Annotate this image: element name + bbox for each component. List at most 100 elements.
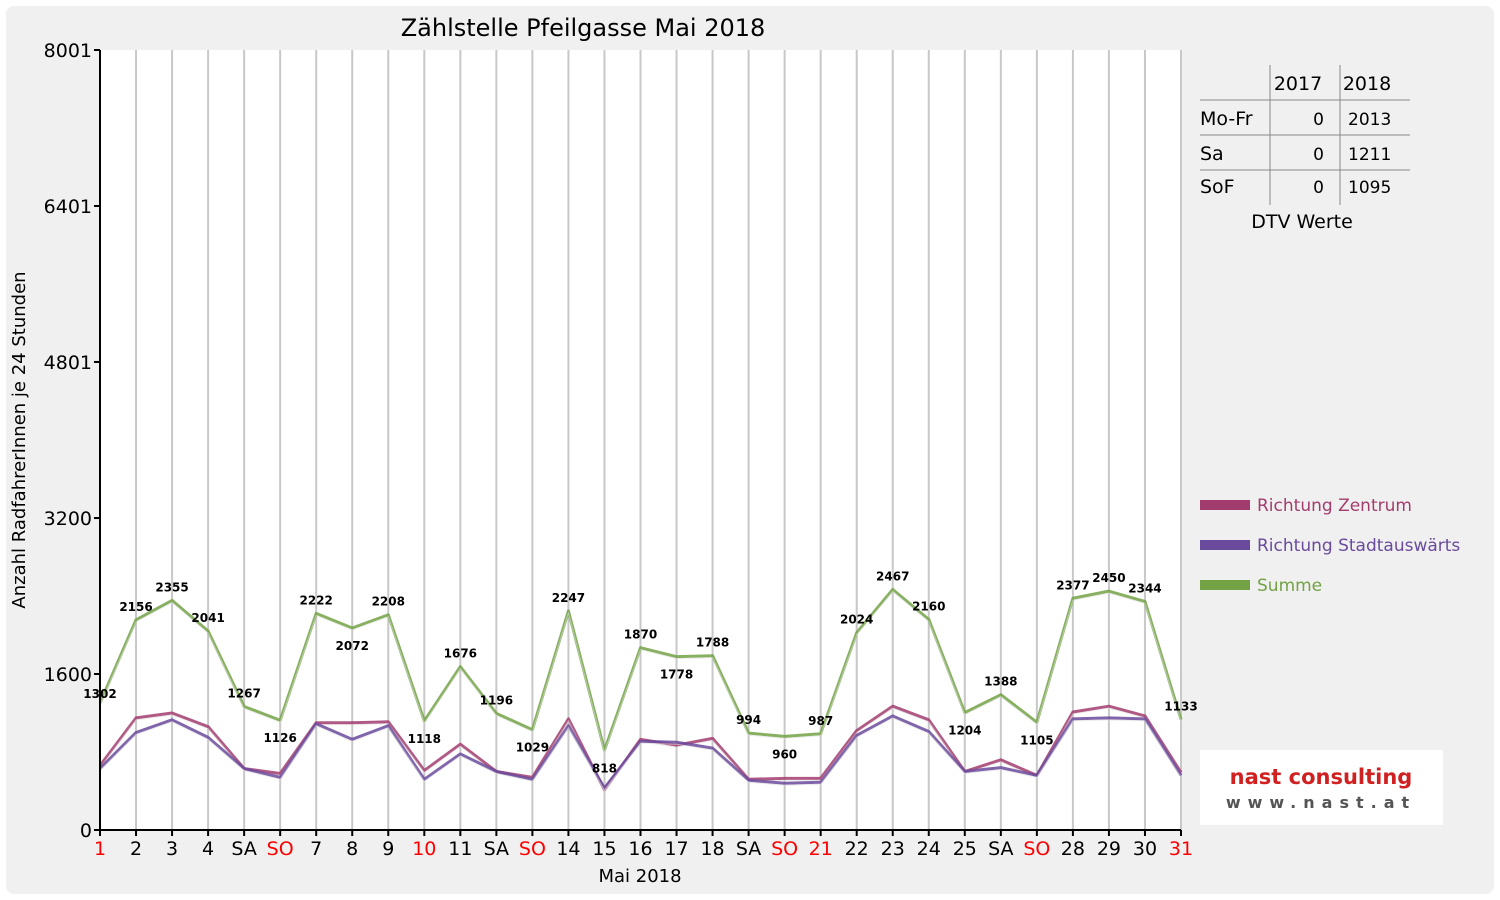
- data-label-summe: 1788: [696, 636, 729, 650]
- x-tick-label: 8: [346, 838, 358, 860]
- table-header-2018: 2018: [1343, 73, 1391, 95]
- legend: Richtung Zentrum Richtung Stadtauswärts …: [1200, 496, 1460, 596]
- data-label-summe: 1204: [948, 724, 981, 738]
- data-label-summe: 987: [808, 714, 833, 728]
- data-label-summe: 1133: [1164, 700, 1197, 714]
- y-tick-label: 0: [80, 820, 92, 842]
- x-tick-label: SO: [771, 838, 798, 860]
- x-tick-label: 7: [310, 838, 322, 860]
- data-label-summe: 1870: [624, 628, 657, 642]
- x-tick-label: SA: [736, 838, 761, 860]
- x-tick-label: 10: [412, 838, 436, 860]
- x-tick-label: 21: [809, 838, 833, 860]
- x-tick-label: SA: [484, 838, 509, 860]
- data-label-summe: 1126: [263, 731, 296, 745]
- x-tick-label: 30: [1133, 838, 1157, 860]
- axis-layer: 1 2 3 4 SA SO 7 8 9 10 11 SA SO 14 15 16 17 18 SA SO 21 22 23 2…: [44, 40, 1193, 860]
- data-label-summe: 2355: [155, 580, 188, 594]
- legend-label-zentrum: Richtung Zentrum: [1257, 496, 1412, 516]
- data-label-summe: 2072: [336, 639, 369, 653]
- x-tick-label: 22: [845, 838, 869, 860]
- legend-label-summe: Summe: [1257, 576, 1322, 596]
- x-tick-label: 25: [953, 838, 977, 860]
- x-tick-label: 28: [1061, 838, 1085, 860]
- x-tick-label: SO: [519, 838, 546, 860]
- x-tick-label: 23: [881, 838, 905, 860]
- x-tick-label: 17: [664, 838, 688, 860]
- x-tick-label: 1: [94, 838, 106, 860]
- table-header-2017: 2017: [1274, 73, 1322, 95]
- legend-swatch-zentrum: [1200, 500, 1250, 510]
- logo-box: [1200, 750, 1443, 825]
- legend-label-stadtauswaerts: Richtung Stadtauswärts: [1257, 536, 1460, 556]
- data-label-summe: 1118: [408, 732, 441, 746]
- series-layer: [98, 587, 1183, 793]
- data-label-summe: 2344: [1128, 581, 1161, 595]
- x-tick-label: SA: [231, 838, 256, 860]
- data-label-summe: 818: [592, 761, 617, 775]
- x-tick-label: SO: [267, 838, 294, 860]
- table-caption: DTV Werte: [1251, 211, 1353, 233]
- data-label-layer: 1302215623552041126711262222207222081118…: [83, 569, 1197, 775]
- y-tick-label: 3200: [44, 508, 92, 530]
- table-cell: 1095: [1348, 178, 1391, 198]
- data-label-summe: 1778: [660, 668, 693, 682]
- dtv-table: 2017 2018 Mo-Fr 0 2013 Sa 0 1211 SoF 0 1…: [1200, 65, 1410, 233]
- data-label-summe: 2208: [372, 595, 405, 609]
- data-label-summe: 2156: [119, 600, 152, 614]
- data-label-summe: 1267: [227, 686, 260, 700]
- x-tick-label: 24: [917, 838, 941, 860]
- x-tick-label: 18: [700, 838, 724, 860]
- x-tick-label: 29: [1097, 838, 1121, 860]
- table-cell: 2013: [1348, 110, 1391, 130]
- legend-swatch-stadtauswaerts: [1200, 540, 1250, 550]
- y-tick-label: 4801: [44, 352, 92, 374]
- data-label-summe: 1105: [1020, 733, 1053, 747]
- x-tick-label: 4: [202, 838, 214, 860]
- logo-text: nast consulting: [1230, 765, 1413, 789]
- data-label-summe: 2450: [1092, 571, 1125, 585]
- data-label-summe: 2247: [552, 591, 585, 605]
- series-line-summe-highlight: [99, 590, 1182, 754]
- data-label-summe: 2222: [299, 593, 332, 607]
- table-cell: 0: [1313, 110, 1324, 130]
- table-cell: 1211: [1348, 145, 1391, 165]
- data-label-summe: 1029: [516, 741, 549, 755]
- table-cell: 0: [1313, 178, 1324, 198]
- chart-title: Zählstelle Pfeilgasse Mai 2018: [401, 14, 766, 42]
- data-label-summe: 2160: [912, 599, 945, 613]
- table-row-label: SoF: [1200, 176, 1235, 198]
- x-tick-label: 2: [130, 838, 142, 860]
- data-label-summe: 1388: [984, 675, 1017, 689]
- x-tick-label: 11: [448, 838, 472, 860]
- data-label-summe: 1676: [444, 647, 477, 661]
- x-tick-label: 3: [166, 838, 178, 860]
- data-label-summe: 2041: [191, 611, 224, 625]
- series-line-zentrum: [98, 704, 1183, 792]
- x-tick-label: 16: [628, 838, 652, 860]
- data-label-summe: 2467: [876, 569, 909, 583]
- y-tick-label: 1600: [44, 664, 92, 686]
- x-tick-label: SA: [988, 838, 1013, 860]
- y-tick-label: 6401: [44, 196, 92, 218]
- x-tick-label: 15: [592, 838, 616, 860]
- y-tick-label: 8001: [44, 40, 92, 62]
- data-label-summe: 994: [736, 713, 761, 727]
- nast-logo: nast consulting www.nast.at: [1200, 750, 1443, 825]
- table-cell: 0: [1313, 145, 1324, 165]
- x-tick-label: 9: [382, 838, 394, 860]
- table-row-label: Mo-Fr: [1200, 108, 1253, 130]
- x-tick-label: SO: [1023, 838, 1050, 860]
- grid-layer: [135, 50, 1182, 830]
- x-tick-label: 14: [556, 838, 580, 860]
- logo-url: www.nast.at: [1226, 793, 1416, 812]
- x-tick-label: 31: [1169, 838, 1193, 860]
- data-label-summe: 2024: [840, 613, 873, 627]
- data-label-summe: 1196: [480, 693, 513, 707]
- series-line-summe: [98, 587, 1183, 752]
- series-line-stadtauswaerts-highlight: [99, 717, 1182, 791]
- table-row-label: Sa: [1200, 143, 1224, 165]
- data-label-summe: 960: [772, 747, 797, 761]
- y-axis-title: Anzahl RadfahrerInnen je 24 Stunden: [9, 271, 30, 608]
